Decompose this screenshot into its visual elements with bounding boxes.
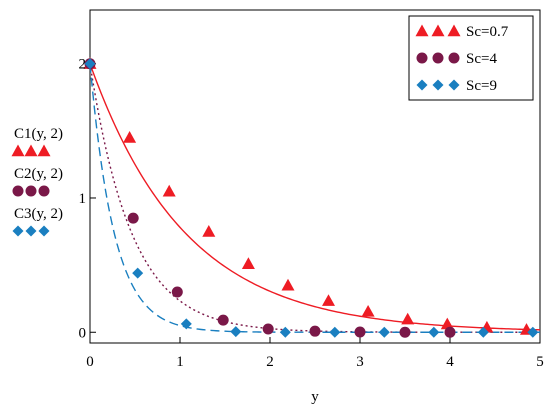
side-marker [25, 225, 37, 237]
legend-label: Sc=4 [466, 51, 497, 67]
side-marker [11, 144, 25, 157]
side-marker [37, 144, 51, 157]
series-1-point [281, 278, 295, 291]
series-2-point [309, 325, 321, 337]
legend-label: Sc=0.7 [466, 24, 509, 40]
y-tick-label: 2 [79, 57, 87, 73]
legend-marker [448, 52, 460, 64]
series-1-point [202, 225, 216, 237]
legend-marker [416, 52, 428, 64]
series-2-point [127, 212, 139, 224]
plot-area [83, 9, 541, 344]
legend-label: Sc=9 [466, 78, 497, 94]
tick-labels: 0 1 2 3 4 5 0 1 2 [79, 57, 544, 370]
side-labels: C1(y, 2) C2(y, 2) C3(y, 2) [11, 126, 63, 237]
side-marker [38, 185, 50, 197]
side-marker [12, 185, 24, 197]
series-1-point [241, 257, 255, 269]
legend: Sc=0.7 Sc=4 Sc=9 [408, 15, 534, 101]
series-2-line [89, 63, 540, 333]
legend-marker [431, 24, 445, 37]
series-2-point [444, 326, 456, 338]
x-tick-label: 3 [356, 354, 364, 370]
series-2-point [262, 323, 274, 335]
series-3-point [279, 326, 291, 338]
side-marker [25, 185, 37, 197]
series-1-point [123, 131, 137, 143]
series-3-point [132, 267, 144, 279]
x-tick-label: 0 [86, 354, 94, 370]
series-curves [89, 63, 541, 333]
series-3-point [428, 326, 440, 338]
series-1-point [401, 312, 415, 325]
series-1-point [440, 317, 454, 330]
series-3-point [527, 326, 539, 338]
side-label: C2(y, 2) [14, 166, 63, 182]
series-3-point [230, 326, 242, 338]
x-tick-label: 5 [536, 354, 544, 370]
series-3-point [180, 318, 192, 330]
y-tick-label: 0 [79, 325, 87, 341]
series-3-point [84, 58, 96, 70]
legend-marker [415, 24, 429, 37]
y-tick-label: 1 [79, 191, 87, 207]
legend-marker [448, 79, 460, 91]
series-3-point [378, 326, 390, 338]
legend-marker [416, 79, 428, 91]
side-marker [24, 144, 38, 157]
side-label: C3(y, 2) [14, 206, 63, 222]
series-2-point [399, 326, 411, 338]
series-2-point [354, 326, 366, 338]
x-tick-label: 4 [446, 354, 454, 370]
series-3-point [329, 326, 341, 338]
series-3-point [477, 326, 489, 338]
series-1-point [361, 304, 375, 317]
legend-box [408, 15, 534, 101]
legend-marker [432, 52, 444, 64]
tick-marks [89, 63, 541, 343]
series-1-point [322, 294, 335, 306]
series-1-line [89, 63, 541, 331]
series-2-point [217, 314, 229, 326]
legend-marker [447, 24, 461, 37]
legend-marker [432, 79, 444, 91]
series-2-point [171, 286, 183, 298]
series-1-point [162, 184, 176, 197]
x-axis-label: y [311, 389, 319, 405]
side-marker [12, 225, 24, 237]
side-marker [38, 225, 50, 237]
series-3-line [89, 63, 540, 333]
series-markers [83, 57, 539, 338]
x-tick-label: 2 [266, 354, 274, 370]
plot-frame [89, 9, 541, 344]
x-tick-label: 1 [176, 354, 184, 370]
side-label: C1(y, 2) [14, 126, 63, 142]
